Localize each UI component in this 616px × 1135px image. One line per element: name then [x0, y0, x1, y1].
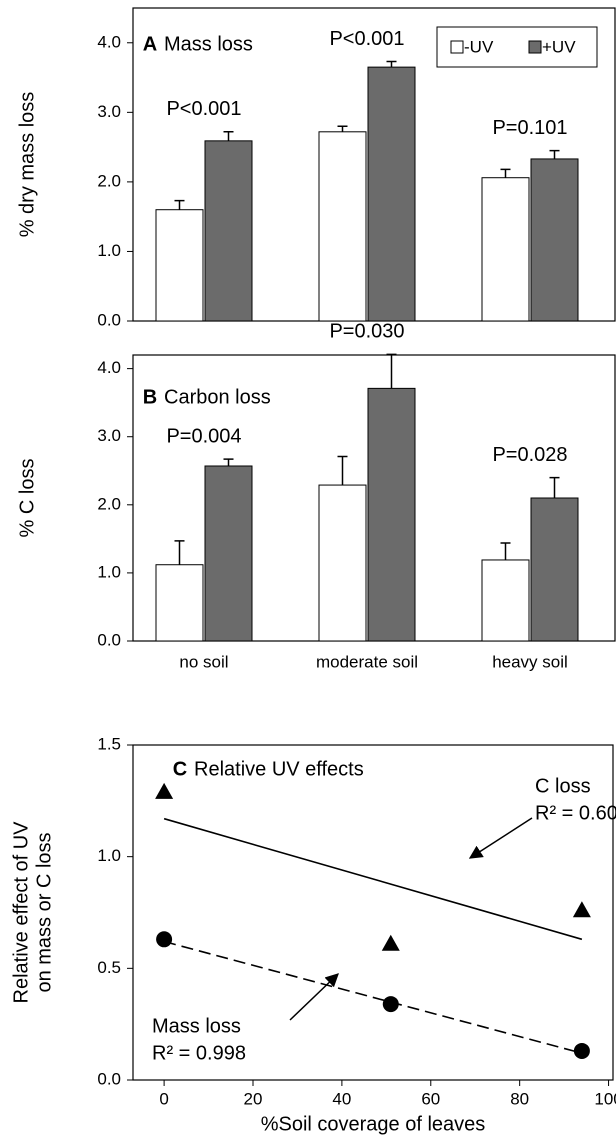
trend-line: [163, 940, 583, 1054]
panel-title: Carbon loss: [164, 386, 271, 408]
series-label: C loss: [535, 775, 591, 797]
bar: [530, 158, 579, 322]
bar: [155, 564, 204, 642]
x-tick-label: no soil: [179, 652, 228, 671]
error-bar: [174, 540, 185, 565]
p-value: P<0.001: [166, 98, 241, 120]
x-axis-label: %Soil coverage of leaves: [261, 1113, 486, 1135]
x-tick-label: moderate soil: [316, 652, 418, 671]
panel-letter: A: [143, 33, 157, 55]
y-tick-label: 1.0: [97, 241, 121, 260]
y-axis-label: % dry mass loss: [16, 92, 38, 238]
error-bar: [337, 125, 348, 132]
y-tick-label: 0.0: [97, 630, 121, 649]
plot-frame: [132, 744, 614, 1081]
error-bar: [549, 476, 560, 498]
x-tick-label: 20: [244, 1089, 263, 1108]
y-tick-label: 2.0: [97, 494, 121, 513]
p-value: P<0.001: [329, 28, 404, 50]
bar: [318, 484, 367, 642]
y-axis-label: on mass or C loss: [33, 832, 55, 992]
trend-line: [163, 817, 583, 941]
error-bar: [386, 60, 397, 68]
error-bar: [337, 455, 348, 486]
y-tick-label: 0.0: [97, 310, 121, 329]
bar: [481, 559, 530, 642]
y-tick-label: 3.0: [97, 426, 121, 445]
bar: [530, 497, 579, 642]
panel-title: Mass loss: [164, 33, 253, 55]
error-bar: [549, 149, 560, 159]
point: [382, 996, 399, 1013]
y-tick-label: 4.0: [97, 358, 121, 377]
y-tick-label: 3.0: [97, 102, 121, 121]
bar: [481, 177, 530, 322]
y-tick-label: 4.0: [97, 32, 121, 51]
bar: [155, 209, 204, 322]
y-axis-label: % C loss: [16, 459, 38, 538]
arrow: [289, 973, 339, 1021]
x-tick-label: 60: [421, 1089, 440, 1108]
point: [156, 931, 173, 948]
x-tick-label: 40: [332, 1089, 351, 1108]
y-tick-label: 0.0: [97, 1069, 121, 1088]
bar: [367, 66, 416, 322]
y-tick-label: 1.5: [97, 734, 121, 753]
y-tick-label: 1.0: [97, 846, 121, 865]
point: [572, 901, 591, 918]
x-tick-label: heavy soil: [492, 652, 568, 671]
error-bar: [223, 131, 234, 141]
legend-swatch: [450, 40, 464, 54]
p-value: P=0.004: [166, 425, 241, 447]
error-bar: [223, 458, 234, 466]
p-value: P=0.030: [329, 321, 404, 343]
x-tick-label: 80: [510, 1089, 529, 1108]
error-bar: [500, 168, 511, 178]
panel-letter: C: [173, 758, 187, 780]
error-bar: [386, 353, 397, 389]
y-axis-label: Relative effect of UV: [10, 821, 32, 1004]
x-tick-label: 100: [594, 1089, 616, 1108]
bar: [367, 387, 416, 642]
panel-letter: B: [143, 386, 157, 408]
panel-title: Relative UV effects: [194, 758, 364, 780]
p-value: P=0.101: [492, 117, 567, 139]
p-value: P=0.028: [492, 444, 567, 466]
legend-swatch: [528, 40, 542, 54]
error-bar: [500, 542, 511, 560]
r2-label: R² = 0.609: [535, 802, 616, 824]
series-label: Mass loss: [152, 1015, 241, 1037]
y-tick-label: 2.0: [97, 171, 121, 190]
bar: [204, 465, 253, 642]
legend-label: +UV: [542, 37, 576, 56]
r2-label: R² = 0.998: [152, 1042, 246, 1064]
y-tick-label: 0.5: [97, 958, 121, 977]
point: [573, 1042, 590, 1059]
legend-box: [436, 26, 598, 68]
bar: [318, 131, 367, 322]
arrow: [468, 817, 533, 859]
x-tick-label: 0: [159, 1089, 168, 1108]
error-bar: [174, 199, 185, 210]
point: [155, 782, 174, 799]
point: [381, 934, 400, 951]
bar: [204, 140, 253, 322]
y-tick-label: 1.0: [97, 562, 121, 581]
legend-label: -UV: [464, 37, 494, 56]
